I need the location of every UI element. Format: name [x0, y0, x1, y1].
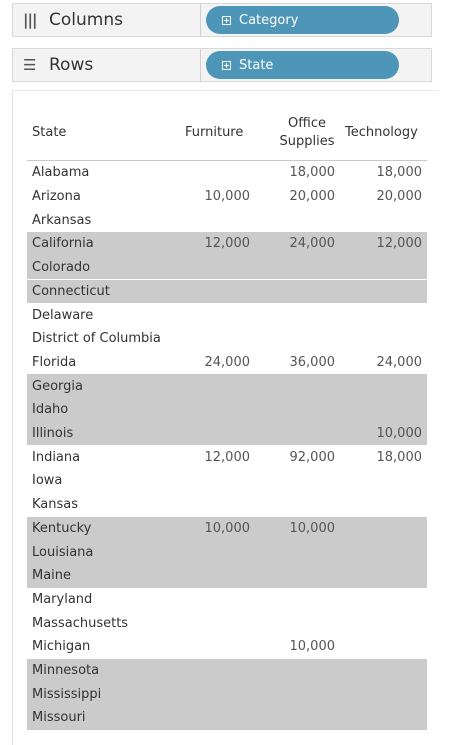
header-office-line1: Office — [288, 116, 326, 131]
columns-shelf[interactable]: ||| Columns Category — [12, 3, 432, 37]
table-row[interactable]: Michigan 10,000 — [27, 635, 427, 659]
furniture-value[interactable]: 10,000 — [204, 520, 251, 536]
state-cell[interactable]: Connecticut — [32, 283, 110, 299]
rows-icon: ☰ — [23, 56, 36, 74]
category-pill[interactable]: Category — [206, 6, 399, 34]
table-row[interactable]: District of Columbia — [27, 327, 427, 351]
state-cell[interactable]: Florida — [32, 354, 77, 370]
state-cell[interactable]: Arizona — [32, 189, 81, 205]
table-row[interactable]: Florida 24,000 36,000 24,000 — [27, 351, 427, 375]
table-row[interactable]: Minnesota — [27, 658, 427, 683]
table-row[interactable]: Massachusetts — [27, 611, 427, 635]
technology-value[interactable]: 12,000 — [376, 236, 423, 252]
state-cell[interactable]: Indiana — [32, 449, 81, 465]
category-pill-label: Category — [239, 12, 299, 28]
header-office-supplies[interactable]: Office Supplies — [275, 115, 339, 151]
table-row[interactable]: Mississippi — [27, 682, 427, 707]
rows-shelf-label: ☰ Rows — [13, 49, 201, 81]
table-row[interactable]: Georgia — [27, 374, 427, 398]
table-row[interactable]: Connecticut — [27, 279, 427, 304]
table-row[interactable]: Illinois 10,000 — [27, 421, 427, 446]
technology-value[interactable]: 18,000 — [376, 449, 423, 465]
state-cell[interactable]: California — [32, 236, 94, 252]
state-cell[interactable]: Maine — [32, 568, 72, 584]
state-cell[interactable]: Kentucky — [32, 520, 92, 536]
header-state[interactable]: State — [32, 125, 67, 140]
furniture-value[interactable]: 10,000 — [204, 189, 251, 205]
office-supplies-value[interactable]: 18,000 — [289, 165, 336, 181]
table-row[interactable]: Arkansas — [27, 208, 427, 232]
technology-value[interactable]: 18,000 — [376, 165, 423, 181]
table-row[interactable]: Kansas — [27, 493, 427, 517]
table-row[interactable]: Maryland — [27, 588, 427, 612]
table-row[interactable]: California 12,000 24,000 12,000 — [27, 232, 427, 256]
technology-value[interactable]: 24,000 — [376, 354, 423, 370]
columns-label: Columns — [49, 10, 123, 30]
state-cell[interactable]: Idaho — [32, 402, 69, 418]
office-supplies-value[interactable]: 20,000 — [289, 189, 336, 205]
state-cell[interactable]: Louisiana — [32, 544, 94, 560]
state-cell[interactable]: Maryland — [32, 591, 93, 607]
table-row[interactable]: Arizona 10,000 20,000 20,000 — [27, 185, 427, 209]
table-header: State Furniture Office Supplies Technolo… — [13, 91, 427, 161]
state-cell[interactable]: Arkansas — [32, 212, 92, 228]
table-row[interactable]: Alabama 18,000 18,000 — [27, 161, 427, 185]
state-cell[interactable]: Michigan — [32, 639, 91, 655]
technology-value[interactable]: 10,000 — [376, 426, 423, 442]
state-cell[interactable]: District of Columbia — [32, 331, 161, 347]
table-row[interactable]: Missouri — [27, 706, 427, 730]
furniture-value[interactable]: 12,000 — [204, 236, 251, 252]
table-row[interactable]: Maine — [27, 563, 427, 588]
table-row[interactable]: Louisiana — [27, 540, 427, 564]
state-cell[interactable]: Iowa — [32, 473, 63, 489]
office-supplies-value[interactable]: 10,000 — [289, 520, 336, 536]
state-cell[interactable]: Massachusetts — [32, 615, 129, 631]
state-cell[interactable]: Minnesota — [32, 663, 100, 679]
state-cell[interactable]: Colorado — [32, 260, 91, 276]
header-technology[interactable]: Technology — [345, 125, 418, 140]
furniture-value[interactable]: 12,000 — [204, 449, 251, 465]
state-cell[interactable]: Illinois — [32, 426, 74, 442]
office-supplies-value[interactable]: 36,000 — [289, 354, 336, 370]
expand-plus-icon[interactable] — [222, 15, 231, 25]
state-cell[interactable]: Alabama — [32, 165, 90, 181]
office-supplies-value[interactable]: 92,000 — [289, 449, 336, 465]
table-row[interactable]: Colorado — [27, 255, 427, 280]
crosstab-view[interactable]: State Furniture Office Supplies Technolo… — [12, 90, 438, 745]
table-row[interactable]: Kentucky 10,000 10,000 — [27, 516, 427, 541]
state-cell[interactable]: Delaware — [32, 307, 94, 323]
expand-plus-icon[interactable] — [222, 60, 231, 70]
state-cell[interactable]: Missouri — [32, 710, 86, 726]
state-cell[interactable]: Kansas — [32, 497, 79, 513]
state-cell[interactable]: Mississippi — [32, 686, 102, 702]
header-furniture[interactable]: Furniture — [185, 125, 244, 140]
table-row[interactable]: Indiana 12,000 92,000 18,000 — [27, 445, 427, 469]
state-cell[interactable]: Georgia — [32, 378, 83, 394]
technology-value[interactable]: 20,000 — [376, 189, 423, 205]
table-row[interactable]: Idaho — [27, 398, 427, 422]
header-divider — [27, 160, 427, 161]
table-row[interactable]: Delaware — [27, 303, 427, 327]
state-pill-label: State — [239, 57, 274, 73]
header-office-line2: Supplies — [279, 134, 335, 149]
rows-label: Rows — [49, 55, 94, 75]
furniture-value[interactable]: 24,000 — [204, 354, 251, 370]
office-supplies-value[interactable]: 10,000 — [289, 639, 336, 655]
state-pill[interactable]: State — [206, 51, 399, 79]
table-row[interactable]: Iowa — [27, 469, 427, 493]
columns-shelf-label: ||| Columns — [13, 4, 201, 36]
rows-shelf[interactable]: ☰ Rows State — [12, 48, 432, 82]
columns-icon: ||| — [23, 11, 37, 29]
office-supplies-value[interactable]: 24,000 — [289, 236, 336, 252]
